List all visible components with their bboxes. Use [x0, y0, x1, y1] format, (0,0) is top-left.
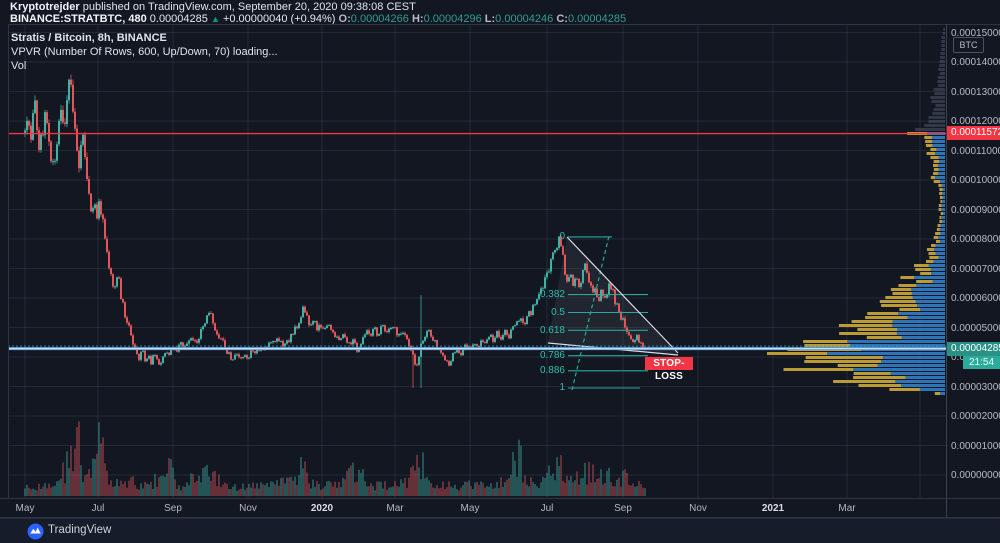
- price-change: +0.00000040 (+0.94%): [222, 13, 336, 25]
- high-label: H:: [411, 13, 424, 25]
- last-price: 0.00004285: [149, 13, 208, 25]
- tradingview-brand-text[interactable]: TradingView: [48, 524, 112, 536]
- close-label: C:: [556, 13, 568, 25]
- high-value: 0.00004296: [423, 13, 482, 25]
- legend-vpvr-indicator: VPVR (Number Of Rows, 600, Up/Down, 70) …: [11, 46, 278, 58]
- close-value: 0.00004285: [567, 13, 627, 25]
- legend-symbol: Stratis / Bitcoin, 8h, BINANCE: [11, 32, 167, 44]
- tradingview-footer: TradingView: [0, 518, 1000, 543]
- tradingview-logo-icon[interactable]: [27, 523, 44, 540]
- symbol-ohlc-bar: BINANCE:STRATBTC, 480 0.00004285 ▲ +0.00…: [10, 13, 626, 25]
- chart-legend: Stratis / Bitcoin, 8h, BINANCE VPVR (Num…: [11, 31, 278, 73]
- published-header: Kryptotrejder published on TradingView.c…: [10, 1, 416, 13]
- legend-volume-indicator: Vol: [11, 60, 27, 72]
- low-label: L:: [484, 13, 496, 25]
- red-price-level-label: 0.00011572: [947, 126, 1000, 140]
- published-text: published on TradingView.com, September …: [79, 1, 416, 13]
- last-price-label: 0.00004285: [947, 342, 1000, 356]
- stop-loss-annotation[interactable]: STOP-LOSS: [645, 357, 693, 382]
- up-arrow-icon: ▲: [210, 14, 220, 24]
- price-axis-unit-badge: BTC: [953, 37, 984, 53]
- open-label: O:: [338, 13, 351, 25]
- author-name: Kryptotrejder: [10, 1, 80, 13]
- low-value: 0.00004246: [495, 13, 554, 25]
- bar-countdown-label: 21:54: [963, 356, 1000, 369]
- open-value: 0.00004266: [350, 13, 409, 25]
- symbol-name: BINANCE:STRATBTC, 480: [10, 13, 147, 25]
